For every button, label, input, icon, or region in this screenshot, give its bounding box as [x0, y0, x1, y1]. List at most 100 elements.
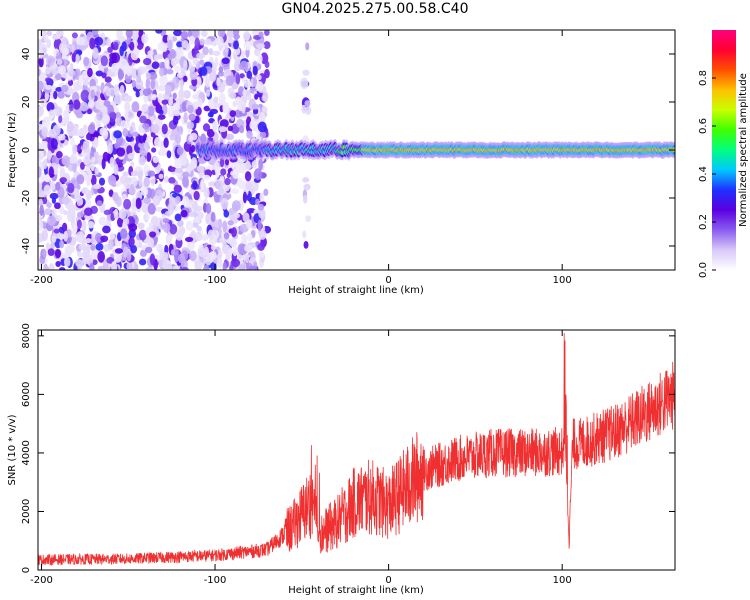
- heatmap-cell: [239, 125, 245, 134]
- heatmap-cell: [108, 52, 118, 64]
- heatmap-cell: [197, 98, 203, 108]
- colorbar-tick-label: 0.6: [698, 118, 709, 134]
- heatmap-cell: [159, 248, 165, 260]
- heatmap-cell: [39, 43, 48, 56]
- heatmap-cell: [169, 224, 178, 235]
- heatmap-cell: [199, 66, 208, 76]
- heatmap-cell: [142, 123, 150, 130]
- heatmap-cell: [49, 181, 56, 191]
- heatmap-cell: [175, 230, 184, 241]
- heatmap-cell: [222, 261, 227, 270]
- heatmap-cell: [142, 57, 152, 66]
- heatmap-cell: [104, 76, 112, 83]
- heatmap-cell: [113, 84, 120, 97]
- heatmap-cell: [139, 115, 147, 124]
- heatmap-cell: [165, 84, 172, 96]
- heatmap-cell: [81, 70, 88, 79]
- heatmap-cell: [72, 144, 78, 155]
- heatmap-cell: [200, 30, 208, 38]
- heatmap-cell: [176, 72, 184, 79]
- heatmap-cell: [38, 199, 44, 206]
- heatmap-cell: [135, 197, 142, 210]
- spectrogram-x-tick-label: -200: [30, 275, 53, 286]
- heatmap-cell: [116, 147, 126, 157]
- snr-series-line: [38, 333, 675, 567]
- heatmap-cell: [158, 256, 167, 268]
- heatmap-cell: [218, 66, 224, 73]
- heatmap-cell: [129, 41, 135, 51]
- colorbar: 0.0 0.2 0.4 0.6 0.8 Normalized spectral ampl…: [698, 30, 749, 278]
- spectrogram-x-tick-label: 0: [385, 275, 391, 286]
- heatmap-cell: [174, 195, 181, 205]
- heatmap-cell: [44, 208, 53, 216]
- heatmap-cell: [183, 112, 188, 124]
- heatmap-cell: [127, 152, 135, 160]
- heatmap-cell: [94, 36, 104, 46]
- heatmap-cell: [229, 238, 238, 248]
- heatmap-cell: [131, 197, 136, 208]
- heatmap-cell: [61, 155, 71, 166]
- heatmap-cell: [101, 158, 106, 170]
- heatmap-cell: [101, 114, 110, 125]
- heatmap-cell: [53, 90, 58, 100]
- heatmap-cell: [51, 208, 57, 218]
- heatmap-cell: [233, 40, 239, 50]
- heatmap-cell: [100, 235, 109, 243]
- heatmap-cell: [130, 161, 135, 168]
- heatmap-cell: [38, 56, 44, 68]
- heatmap-cell: [157, 42, 165, 52]
- heatmap-cell: [263, 41, 271, 50]
- heatmap-cell: [129, 237, 135, 247]
- heatmap-cell: [145, 246, 153, 253]
- heatmap-cell: [38, 220, 44, 232]
- heatmap-cell: [118, 208, 127, 220]
- heatmap-cell: [202, 123, 211, 132]
- heatmap-cell: [47, 248, 55, 257]
- heatmap-cell: [223, 209, 230, 218]
- heatmap-cell: [87, 221, 95, 229]
- heatmap-cell: [182, 175, 189, 188]
- heatmap-cell: [147, 50, 154, 57]
- heatmap-cell: [113, 93, 123, 105]
- heatmap-cell: [159, 67, 165, 77]
- heatmap-cell: [136, 74, 142, 84]
- heatmap-cell: [252, 65, 258, 76]
- heatmap-cell: [194, 205, 203, 212]
- heatmap-cell: [51, 197, 57, 204]
- heatmap-cell: [139, 155, 146, 166]
- heatmap-cell: [213, 96, 219, 104]
- heatmap-cell: [109, 156, 115, 168]
- heatmap-cell: [103, 209, 113, 216]
- heatmap-cell: [118, 36, 124, 42]
- heatmap-cell: [206, 89, 211, 97]
- heatmap-cell: [84, 198, 92, 211]
- heatmap-cell: [107, 46, 113, 53]
- snr-y-tick-label: 6000: [21, 382, 32, 407]
- heatmap-cell: [164, 57, 170, 69]
- heatmap-cell: [137, 222, 145, 230]
- heatmap-cell: [163, 175, 169, 183]
- heatmap-cell: [227, 125, 234, 132]
- heatmap-cell: [214, 57, 219, 67]
- heatmap-cell: [258, 208, 266, 219]
- heatmap-cell: [208, 98, 215, 109]
- heatmap-cell: [59, 240, 65, 249]
- heatmap-cell: [161, 99, 169, 105]
- heatmap-cell: [188, 211, 195, 217]
- heatmap-cell: [68, 157, 78, 164]
- heatmap-cell: [229, 110, 237, 117]
- heatmap-cell: [150, 131, 156, 138]
- heatmap-cell: [215, 166, 220, 178]
- spectrogram-y-axis-label: Frequency (Hz): [7, 112, 18, 188]
- heatmap-cell: [304, 100, 311, 107]
- heatmap-cell: [119, 174, 129, 185]
- heatmap-cell: [158, 173, 164, 180]
- heatmap-cell: [224, 133, 234, 141]
- heatmap-cell: [222, 48, 229, 58]
- heatmap-cell: [302, 230, 307, 239]
- heatmap-cell: [154, 136, 162, 148]
- heatmap-cell: [62, 47, 69, 56]
- heatmap-cell: [244, 171, 252, 182]
- heatmap-cell: [246, 233, 253, 242]
